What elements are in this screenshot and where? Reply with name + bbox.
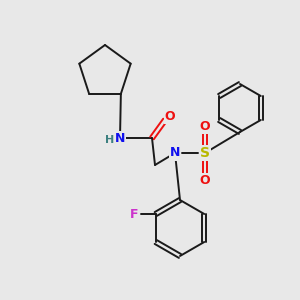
Text: O: O	[165, 110, 175, 122]
Text: N: N	[115, 131, 125, 145]
Text: N: N	[170, 146, 180, 160]
Text: O: O	[200, 173, 210, 187]
Text: S: S	[200, 146, 210, 160]
Text: O: O	[200, 119, 210, 133]
Text: F: F	[130, 208, 138, 220]
Text: H: H	[105, 135, 115, 145]
